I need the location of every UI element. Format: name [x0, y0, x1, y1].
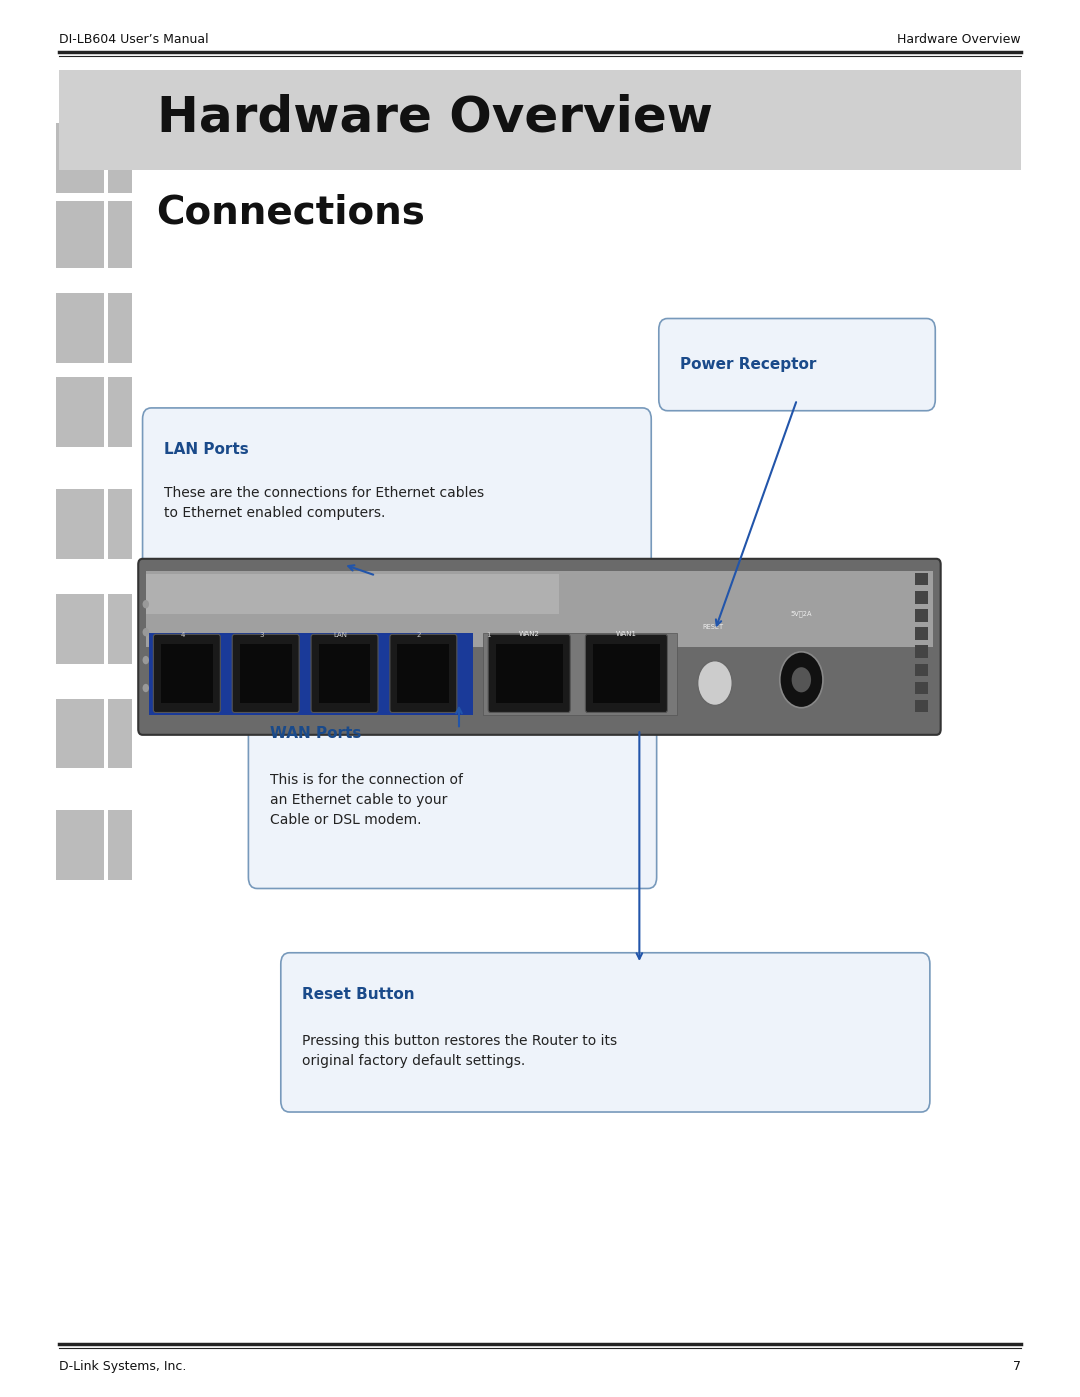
Text: WAN1: WAN1: [616, 630, 637, 637]
FancyBboxPatch shape: [390, 634, 457, 712]
Bar: [56, 698, 104, 768]
Text: 2: 2: [417, 633, 421, 638]
Bar: [56, 594, 104, 664]
Bar: [915, 682, 928, 694]
Bar: [146, 571, 933, 647]
Bar: [56, 293, 104, 363]
Bar: [108, 377, 132, 447]
Bar: [593, 644, 660, 703]
Bar: [161, 644, 213, 703]
Circle shape: [143, 629, 149, 637]
Circle shape: [780, 652, 823, 708]
Text: RESET: RESET: [702, 624, 724, 630]
Bar: [56, 810, 104, 880]
Circle shape: [698, 661, 732, 705]
Bar: [56, 489, 104, 559]
Text: 4: 4: [180, 633, 185, 638]
Bar: [915, 700, 928, 712]
FancyBboxPatch shape: [311, 634, 378, 712]
Bar: [146, 574, 558, 613]
Bar: [915, 609, 928, 622]
Circle shape: [143, 685, 149, 693]
Bar: [149, 633, 473, 715]
Bar: [240, 644, 292, 703]
FancyBboxPatch shape: [232, 634, 299, 712]
Bar: [915, 664, 928, 676]
Circle shape: [143, 657, 149, 665]
Text: LAN Ports: LAN Ports: [164, 443, 248, 457]
Text: Reset Button: Reset Button: [302, 988, 415, 1002]
FancyBboxPatch shape: [138, 559, 941, 735]
FancyBboxPatch shape: [153, 634, 220, 712]
Text: Power Receptor: Power Receptor: [680, 358, 816, 372]
Text: WAN Ports: WAN Ports: [270, 726, 362, 740]
Bar: [108, 810, 132, 880]
Bar: [915, 627, 928, 640]
FancyBboxPatch shape: [585, 634, 667, 712]
Bar: [915, 573, 928, 585]
Bar: [56, 123, 104, 193]
FancyBboxPatch shape: [659, 319, 935, 411]
Bar: [56, 377, 104, 447]
Text: Pressing this button restores the Router to its
original factory default setting: Pressing this button restores the Router…: [302, 1034, 618, 1067]
Text: Connections: Connections: [157, 193, 426, 232]
Text: 7: 7: [1013, 1359, 1021, 1373]
Text: These are the connections for Ethernet cables
to Ethernet enabled computers.: These are the connections for Ethernet c…: [164, 486, 484, 520]
Bar: [483, 633, 677, 715]
Bar: [56, 201, 104, 268]
Text: 1: 1: [486, 633, 490, 638]
Text: LAN: LAN: [334, 633, 347, 638]
Bar: [319, 644, 370, 703]
Text: Hardware Overview: Hardware Overview: [157, 94, 713, 141]
FancyBboxPatch shape: [248, 692, 657, 888]
Bar: [915, 591, 928, 604]
Circle shape: [792, 668, 811, 693]
FancyBboxPatch shape: [281, 953, 930, 1112]
Bar: [108, 489, 132, 559]
FancyBboxPatch shape: [488, 634, 570, 712]
Text: WAN2: WAN2: [518, 630, 540, 637]
Bar: [915, 645, 928, 658]
FancyBboxPatch shape: [143, 408, 651, 587]
Bar: [108, 698, 132, 768]
Bar: [108, 293, 132, 363]
Text: Hardware Overview: Hardware Overview: [897, 32, 1021, 46]
Bar: [108, 594, 132, 664]
Bar: [108, 123, 132, 193]
Bar: [496, 644, 563, 703]
Text: 3: 3: [259, 633, 264, 638]
Bar: [397, 644, 449, 703]
Text: D-Link Systems, Inc.: D-Link Systems, Inc.: [59, 1359, 187, 1373]
Bar: [108, 201, 132, 268]
Text: 5V⌲2A: 5V⌲2A: [791, 610, 812, 617]
Text: This is for the connection of
an Ethernet cable to your
Cable or DSL modem.: This is for the connection of an Etherne…: [270, 773, 463, 827]
Circle shape: [143, 601, 149, 609]
Text: DI-LB604 User’s Manual: DI-LB604 User’s Manual: [59, 32, 210, 46]
Bar: [59, 70, 1021, 170]
